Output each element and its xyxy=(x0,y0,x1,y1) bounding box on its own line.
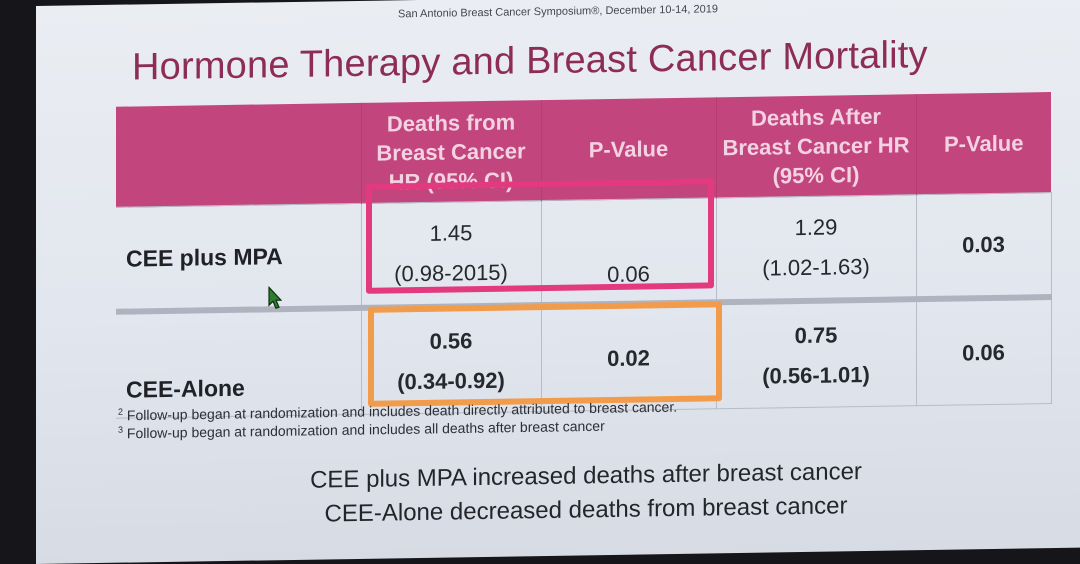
pink-highlight-box xyxy=(366,178,714,294)
ci-value: (1.02-1.63) xyxy=(762,253,870,281)
hr-value: 1.29 xyxy=(794,213,838,240)
hr-cell: 0.75 (0.56-1.01) xyxy=(716,299,916,409)
header-p-value-2: P-Value xyxy=(916,92,1051,195)
hr-cell: 1.29 (1.02-1.63) xyxy=(716,194,916,303)
hr-value: 0.75 xyxy=(794,321,838,348)
mouse-cursor-icon xyxy=(268,286,282,309)
presentation-slide: San Antonio Breast Cancer Symposium®, De… xyxy=(36,0,1080,564)
conclusion-text: CEE plus MPA increased deaths after brea… xyxy=(266,454,906,532)
ci-value: (0.56-1.01) xyxy=(762,361,870,389)
row-label: CEE-Alone xyxy=(116,307,361,419)
row-label: CEE plus MPA xyxy=(116,203,361,312)
p-value-cell: 0.03 xyxy=(916,192,1051,300)
p-value-cell: 0.06 xyxy=(916,297,1051,406)
header-deaths-after: Deaths After Breast Cancer HR (95% CI) xyxy=(716,94,916,198)
conference-caption: San Antonio Breast Cancer Symposium®, De… xyxy=(398,3,718,21)
slide-title: Hormone Therapy and Breast Cancer Mortal… xyxy=(132,33,928,89)
table-header-corner xyxy=(116,102,361,208)
orange-highlight-box xyxy=(368,301,722,407)
